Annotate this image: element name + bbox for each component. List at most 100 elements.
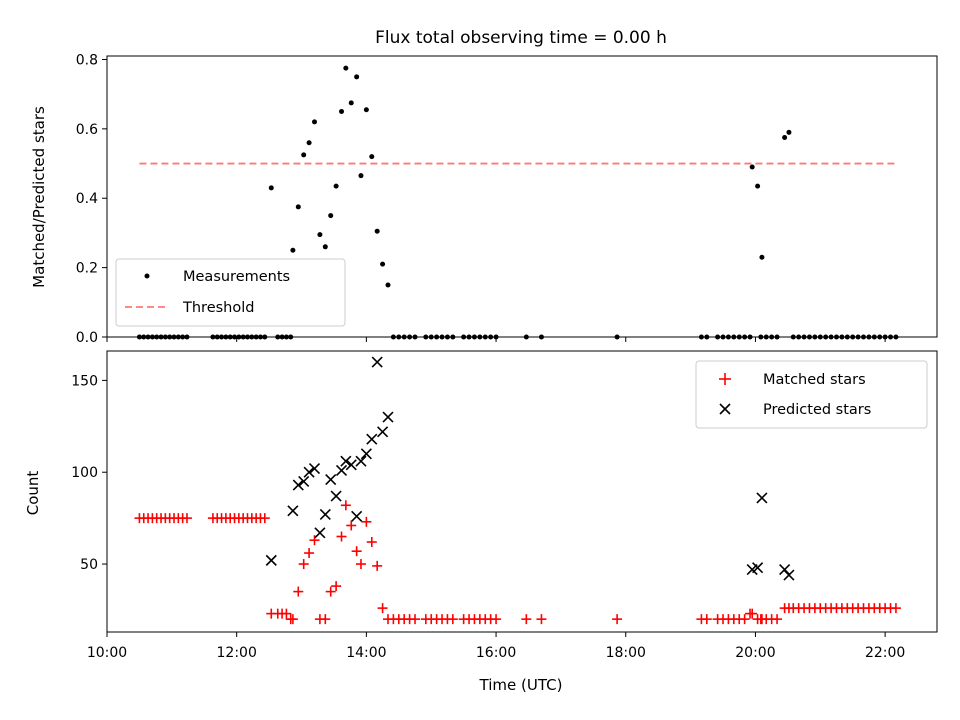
bottom-y-tick-label: 100 — [71, 465, 98, 481]
top-y-tick-label: 0.4 — [76, 191, 98, 207]
matched-star-point — [320, 614, 331, 625]
predicted-star-point — [351, 510, 363, 522]
top-data-marks — [136, 65, 899, 340]
matched-star-point — [701, 614, 712, 625]
bottom-legend-box — [695, 360, 928, 429]
measurement-point — [322, 244, 328, 250]
measurement-point — [755, 183, 761, 189]
measurement-point — [369, 154, 375, 160]
matched-star-point — [890, 603, 901, 614]
predicted-star-point — [335, 464, 348, 476]
bottom-y-tick-label: 50 — [80, 557, 98, 573]
top-y-tick-label: 0.0 — [76, 330, 98, 346]
predicted-star-point — [752, 562, 764, 574]
legend-measurements-marker — [144, 273, 150, 279]
predicted-star-point — [366, 433, 378, 445]
predicted-star-point — [265, 554, 277, 566]
matched-star-point — [361, 516, 372, 527]
measurement-point — [786, 129, 792, 135]
predicted-star-point — [345, 459, 357, 471]
measurement-point — [339, 109, 345, 115]
measurement-point — [348, 100, 354, 106]
predicted-star-point — [314, 527, 326, 539]
matched-star-point — [287, 614, 298, 625]
predicted-star-point — [355, 455, 367, 467]
matched-star-point — [447, 614, 458, 625]
x-tick-label: 16:00 — [476, 645, 516, 661]
measurement-point — [380, 261, 386, 267]
x-tick-label: 10:00 — [87, 645, 127, 661]
predicted-star-point — [783, 569, 795, 581]
measurement-point — [363, 107, 369, 113]
predicted-star-point — [330, 490, 342, 502]
matched-star-point — [340, 500, 351, 511]
measurement-point — [290, 247, 296, 253]
predicted-star-point — [340, 455, 352, 467]
matched-star-point — [377, 603, 388, 614]
matched-star-point — [325, 586, 336, 597]
matched-star-point — [739, 614, 750, 625]
predicted-star-point — [292, 479, 304, 491]
measurement-point — [782, 135, 788, 141]
top-y-tick-label: 0.6 — [76, 122, 98, 138]
measurement-point — [343, 65, 349, 71]
matched-star-point — [331, 581, 342, 592]
matched-star-point — [281, 608, 292, 619]
measurement-point — [358, 173, 364, 179]
predicted-star-point — [325, 473, 337, 486]
predicted-star-point — [779, 563, 791, 576]
bottom-legend: Matched stars Predicted stars — [695, 360, 928, 429]
legend-matched-label: Matched stars — [763, 372, 866, 388]
legend-measurements-label: Measurements — [183, 269, 290, 285]
top-legend: Measurements Threshold — [115, 258, 346, 327]
measurement-point — [306, 140, 312, 146]
measurement-point — [333, 183, 339, 189]
top-legend-box — [115, 258, 346, 327]
predicted-star-point — [303, 466, 315, 478]
matched-star-point — [181, 513, 192, 524]
predicted-star-point — [298, 475, 310, 487]
matched-star-point — [747, 608, 758, 619]
measurement-point — [312, 119, 317, 125]
measurement-point — [301, 152, 307, 158]
matched-star-point — [372, 560, 383, 571]
chart-title: Flux total observing time = 0.00 h — [375, 28, 667, 48]
measurement-point — [374, 228, 380, 234]
matched-star-point — [612, 614, 623, 625]
bottom-y-axis-label: Count — [24, 471, 42, 516]
matched-star-point — [410, 614, 421, 625]
top-ticks: 0.0 0.2 0.4 0.6 0.8 — [76, 52, 886, 346]
legend-predicted-label: Predicted stars — [763, 402, 871, 418]
measurement-point — [759, 254, 765, 260]
measurement-point — [385, 282, 391, 288]
top-axes-frame — [106, 55, 938, 338]
x-axis-label: Time (UTC) — [479, 676, 563, 694]
predicted-star-point — [287, 505, 299, 517]
top-y-axis-label: Matched/Predicted stars — [30, 106, 48, 288]
matched-star-point — [298, 559, 309, 570]
predicted-star-point — [308, 462, 321, 475]
matched-star-point — [259, 513, 270, 524]
bottom-ticks: 10:00 12:00 14:00 16:00 18:00 20:00 22:00 50 100… — [71, 373, 905, 661]
matched-star-point — [366, 537, 377, 548]
predicted-star-point — [371, 356, 383, 368]
measurement-point — [328, 213, 334, 219]
bottom-data-marks — [134, 356, 901, 625]
x-tick-label: 20:00 — [735, 645, 775, 661]
measurement-point — [295, 204, 301, 210]
measurement-point — [354, 74, 360, 80]
matched-star-point — [491, 614, 502, 625]
predicted-star-point — [319, 508, 331, 521]
x-tick-label: 12:00 — [217, 645, 257, 661]
legend-predicted-marker — [719, 403, 731, 415]
bottom-panel: 10:00 12:00 14:00 16:00 18:00 20:00 22:00 50 100… — [24, 350, 938, 694]
matched-star-point — [304, 548, 315, 559]
measurement-point — [317, 232, 323, 238]
x-tick-label: 14:00 — [346, 645, 386, 661]
matched-star-point — [772, 614, 783, 625]
predicted-star-point — [756, 492, 768, 504]
predicted-star-point — [382, 411, 394, 423]
matched-star-point — [536, 614, 547, 625]
